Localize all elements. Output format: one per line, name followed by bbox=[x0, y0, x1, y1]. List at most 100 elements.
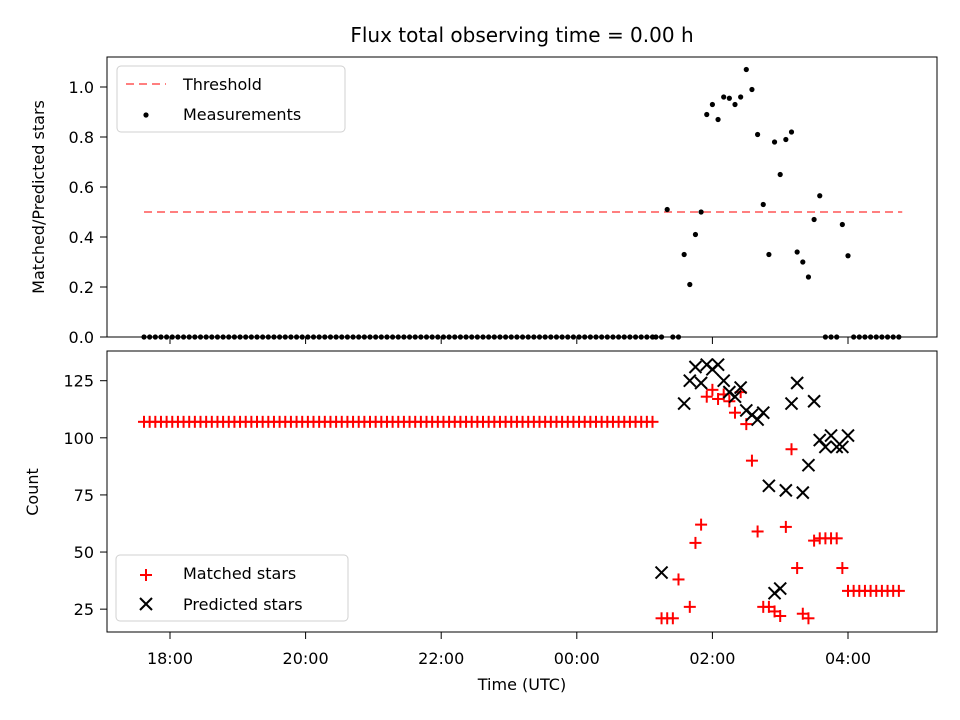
measurement-point bbox=[721, 94, 727, 100]
top-y-tick-label: 0.4 bbox=[69, 228, 94, 247]
measurement-point bbox=[687, 281, 693, 288]
top-y-tick-label: 0.0 bbox=[69, 328, 94, 347]
bottom-x-tick-label: 20:00 bbox=[283, 649, 329, 668]
bottom-x-ticks: 18:00 20:00 22:00 00:00 02:00 04:00 bbox=[147, 632, 871, 668]
measurement-point bbox=[794, 249, 800, 255]
top-y-tick-label: 1.0 bbox=[69, 78, 94, 97]
predicted-star-point bbox=[818, 440, 833, 454]
legend-measurements-swatch bbox=[143, 112, 149, 118]
matched-star-point bbox=[706, 383, 719, 396]
bottom-x-tick-label: 04:00 bbox=[825, 649, 871, 668]
predicted-star-point bbox=[711, 358, 725, 372]
predicted-star-point bbox=[728, 389, 742, 404]
bottom-y-tick-label: 100 bbox=[63, 429, 94, 448]
predicted-star-point bbox=[801, 458, 816, 472]
legend-measurements-label: Measurements bbox=[183, 105, 301, 124]
matched-star-point bbox=[689, 536, 702, 549]
measurement-point bbox=[839, 221, 845, 228]
measurement-point bbox=[755, 131, 761, 138]
bottom-x-tick-label: 18:00 bbox=[147, 649, 193, 668]
top-panel: 0.0 0.2 0.4 0.6 0.8 1.0 Matched/Predicted sta… bbox=[29, 56, 938, 347]
legend-predicted-swatch bbox=[139, 597, 153, 611]
bottom-y-tick-label: 125 bbox=[63, 372, 94, 391]
predicted-star-point bbox=[790, 376, 804, 390]
predicted-star-point bbox=[807, 394, 821, 408]
measurement-point bbox=[760, 201, 766, 208]
measurement-point bbox=[664, 206, 670, 213]
predicted-star-point bbox=[733, 380, 748, 395]
top-y-tick-label: 0.2 bbox=[69, 278, 94, 297]
bottom-x-tick-label: 00:00 bbox=[554, 649, 600, 668]
bottom-series bbox=[138, 358, 905, 625]
measurement-point bbox=[811, 216, 817, 223]
measurement-point bbox=[805, 274, 812, 280]
measurement-point bbox=[766, 251, 772, 258]
bottom-y-tick-label: 50 bbox=[74, 543, 94, 562]
bottom-x-axis-label: Time (UTC) bbox=[477, 675, 566, 694]
bottom-y-ticks: 25 50 75 100 125 bbox=[63, 372, 107, 619]
matched-star-point bbox=[683, 600, 696, 613]
matched-star-point bbox=[751, 525, 764, 538]
legend-predicted-label: Predicted stars bbox=[183, 595, 303, 614]
measurement-point bbox=[845, 253, 851, 259]
measurement-point bbox=[698, 209, 704, 215]
matched-star-point bbox=[700, 390, 713, 403]
top-y-tick-label: 0.6 bbox=[69, 178, 94, 197]
predicted-star-point bbox=[841, 428, 855, 443]
matched-star-point bbox=[745, 454, 758, 467]
top-y-tick-label: 0.8 bbox=[69, 128, 94, 147]
predicted-star-point bbox=[677, 396, 691, 411]
measurement-point bbox=[777, 171, 783, 178]
matched-star-point bbox=[892, 584, 905, 597]
bottom-legend: Matched stars Predicted stars bbox=[115, 554, 349, 622]
predicted-star-point bbox=[779, 483, 793, 498]
predicted-star-point bbox=[762, 479, 776, 493]
bottom-y-tick-label: 75 bbox=[74, 486, 94, 505]
predicted-star-point bbox=[683, 373, 697, 388]
top-legend: Threshold Measurements bbox=[116, 65, 346, 133]
top-legend-box bbox=[116, 65, 346, 133]
matched-star-point bbox=[729, 406, 741, 419]
measurement-point bbox=[738, 94, 744, 100]
predicted-star-point bbox=[773, 581, 787, 596]
measurement-point bbox=[771, 139, 778, 145]
bottom-x-tick-label: 02:00 bbox=[689, 649, 735, 668]
matched-star-point bbox=[830, 532, 843, 545]
top-y-ticks: 0.0 0.2 0.4 0.6 0.8 1.0 bbox=[69, 78, 107, 347]
matched-star-point bbox=[695, 518, 708, 531]
predicted-star-point bbox=[694, 376, 708, 390]
predicted-star-point bbox=[796, 485, 810, 500]
measurement-point bbox=[726, 95, 732, 101]
predicted-star-point bbox=[688, 360, 703, 374]
matched-star-point bbox=[791, 562, 804, 575]
legend-matched-swatch bbox=[140, 569, 152, 581]
predicted-star-point bbox=[654, 565, 669, 580]
bottom-legend-box bbox=[115, 554, 349, 622]
measurement-point bbox=[732, 101, 738, 108]
measurement-point bbox=[704, 111, 710, 118]
matched-star-point bbox=[802, 612, 815, 625]
measurement-point bbox=[709, 101, 716, 108]
measurement-point bbox=[743, 66, 749, 73]
matched-star-point bbox=[785, 443, 798, 456]
legend-matched-label: Matched stars bbox=[183, 564, 296, 583]
predicted-star-point bbox=[824, 428, 838, 443]
bottom-x-tick-label: 22:00 bbox=[418, 649, 464, 668]
matched-star-point bbox=[774, 610, 787, 623]
legend-threshold-label: Threshold bbox=[182, 75, 262, 94]
matched-star-point bbox=[779, 520, 792, 533]
top-series bbox=[141, 66, 903, 340]
predicted-star-point bbox=[716, 373, 731, 388]
matched-star-point bbox=[672, 573, 685, 586]
matched-star-point bbox=[646, 415, 659, 428]
measurement-point bbox=[692, 231, 699, 238]
matched-star-point bbox=[808, 534, 821, 547]
measurement-point bbox=[817, 193, 823, 199]
predicted-star-point bbox=[756, 405, 770, 420]
top-chart-title: Flux total observing time = 0.00 h bbox=[350, 23, 693, 47]
bottom-y-axis-label: Count bbox=[23, 468, 42, 516]
measurement-point bbox=[788, 129, 795, 135]
predicted-star-point bbox=[784, 396, 799, 411]
predicted-star-point bbox=[835, 440, 850, 454]
